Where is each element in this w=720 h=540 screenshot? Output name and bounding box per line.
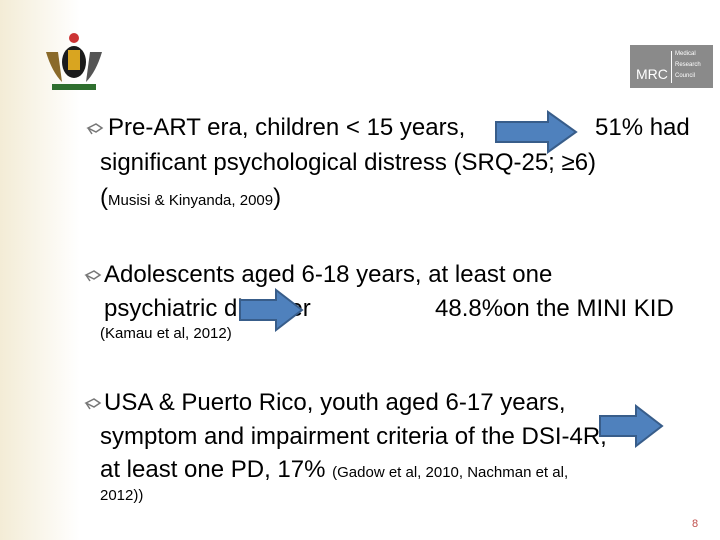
text: at least one PD, 17% [100, 456, 326, 483]
page-number: 8 [692, 518, 699, 530]
logo-text: Council [675, 73, 696, 79]
arrow [599, 404, 664, 448]
citation: 2012)) [100, 487, 144, 504]
arrow [495, 110, 578, 154]
mrc-logo: MRC Medical Research Council [630, 45, 713, 88]
bullet-text: USA & Puerto Rico, youth aged 6-17 years… [104, 389, 566, 416]
citation: Musisi & Kinyanda, 2009 [108, 192, 274, 209]
logo-text: Medical [675, 51, 696, 57]
bullet-icon [84, 270, 102, 282]
bullet-icon [84, 398, 102, 410]
bullet-text: Adolescents aged 6-18 years, at least on… [104, 261, 553, 288]
bullet-icon [86, 123, 104, 135]
paren: ( [100, 184, 108, 211]
bullet-text: symptom and impairment criteria of the D… [100, 423, 607, 450]
bullet-text: 48.8%on the MINI KID [435, 295, 674, 322]
paren: ) [273, 184, 282, 211]
logo-text: Research [675, 62, 701, 68]
bullet-text: (Musisi & Kinyanda, 2009) [100, 186, 281, 210]
citation: (Kamau et al, 2012) [100, 325, 232, 342]
bullet-text: Pre-ART era, children < 15 years, [108, 114, 466, 141]
bullet-text: 51% had [595, 114, 690, 141]
coat-of-arms [46, 33, 102, 90]
arrow [239, 288, 304, 332]
citation: (Gadow et al, 2010, Nachman et al, [332, 464, 569, 481]
logo-abbr: MRC [636, 66, 668, 82]
bullet-text: significant psychological distress (SRQ-… [100, 149, 597, 176]
bullet-text: at least one PD, 17% (Gadow et al, 2010,… [100, 458, 568, 482]
